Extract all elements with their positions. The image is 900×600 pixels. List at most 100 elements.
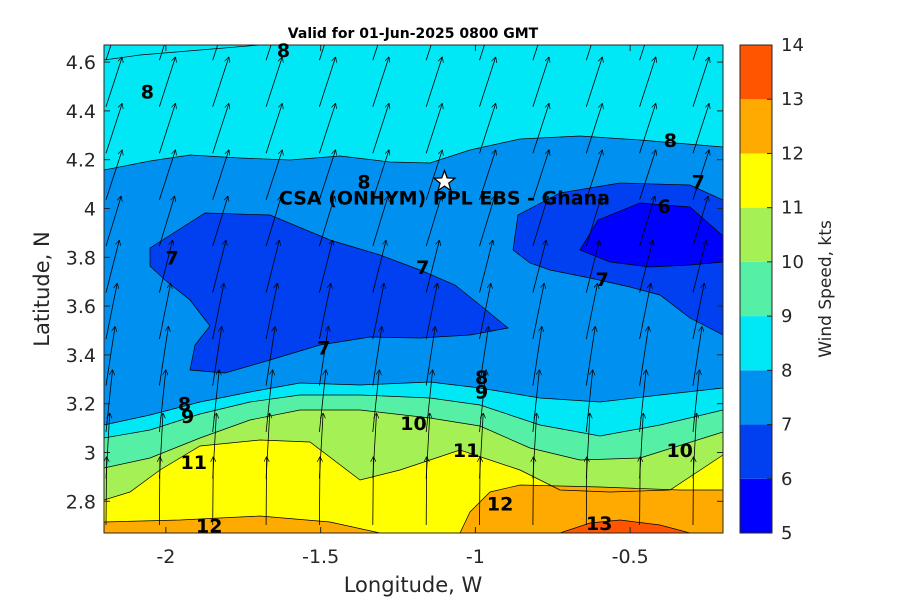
y-tick-label: 3.2 xyxy=(66,394,96,416)
wind-vector xyxy=(479,57,496,107)
star-icon xyxy=(432,168,457,193)
wind-vector xyxy=(532,150,549,200)
wind-vector xyxy=(319,241,332,293)
wind-vector xyxy=(159,57,175,107)
wind-vector xyxy=(639,241,653,293)
wind-vector xyxy=(425,104,442,154)
colorbar-segment xyxy=(740,478,772,533)
wind-vector xyxy=(479,327,489,386)
contour-label: 7 xyxy=(416,257,429,279)
wind-vector xyxy=(425,414,430,479)
wind-vector xyxy=(425,57,442,107)
wind-vector xyxy=(212,241,226,293)
contour-label: 8 xyxy=(141,81,154,103)
wind-vector xyxy=(585,370,592,433)
contour-lines xyxy=(104,45,723,533)
colorbar-frame xyxy=(739,44,773,534)
wind-vector xyxy=(692,45,699,61)
wind-vector xyxy=(639,57,656,107)
band-8-9-north xyxy=(104,45,723,170)
wind-vector xyxy=(319,45,325,61)
wind-vector xyxy=(372,196,388,247)
colorbar-tick-label: 14 xyxy=(781,35,804,56)
wind-vector xyxy=(585,45,592,61)
x-axis-label: Longitude, W xyxy=(344,573,483,597)
wind-vector xyxy=(372,241,386,293)
wind-vector xyxy=(692,57,709,107)
colorbar-tick-label: 10 xyxy=(781,252,804,273)
colorbar-tick-label: 13 xyxy=(781,89,804,110)
wind-vector xyxy=(372,284,384,340)
wind-vector xyxy=(105,104,122,154)
contour-label: 9 xyxy=(181,406,194,428)
contour-label: 12 xyxy=(487,494,513,516)
wind-vector xyxy=(212,327,222,386)
contour-label: 7 xyxy=(596,269,609,291)
wind-vector xyxy=(692,370,699,433)
wind-vector xyxy=(105,150,122,200)
wind-vector xyxy=(159,327,168,386)
wind-vector xyxy=(425,196,441,247)
wind-vector xyxy=(105,284,117,340)
wind-vector xyxy=(105,327,115,386)
wind-vector xyxy=(639,370,647,433)
wind-vector xyxy=(159,104,175,154)
wind-vector xyxy=(532,327,542,386)
contour-label: 12 xyxy=(196,516,222,538)
wind-vector xyxy=(425,327,435,386)
wind-vector xyxy=(105,196,121,247)
plot-frame xyxy=(103,44,724,534)
wind-vector xyxy=(212,284,224,340)
wind-vector xyxy=(159,45,165,61)
wind-vector xyxy=(479,196,495,247)
wind-vector xyxy=(639,45,645,61)
wind-vector xyxy=(639,414,644,479)
colorbar-tick-label: 12 xyxy=(781,143,804,164)
wind-vector xyxy=(532,104,549,154)
wind-vector xyxy=(319,327,328,386)
wind-vector xyxy=(532,284,544,340)
y-tick-label: 3.6 xyxy=(66,296,96,318)
wind-vector xyxy=(532,414,537,479)
wind-vector xyxy=(639,150,656,200)
wind-vector xyxy=(105,57,122,107)
wind-vector xyxy=(639,104,656,154)
wind-vector xyxy=(585,57,602,107)
wind-vector xyxy=(585,414,590,479)
wind-vector xyxy=(212,196,228,247)
wind-vector xyxy=(212,414,217,479)
wind-vector xyxy=(319,104,335,154)
wind-vector xyxy=(425,370,432,433)
wind-vector xyxy=(159,241,172,293)
wind-vector xyxy=(692,196,708,247)
contour-label: 8 xyxy=(357,172,370,194)
wind-vector xyxy=(372,150,389,200)
wind-vector xyxy=(425,284,437,340)
wind-vector xyxy=(372,327,382,386)
y-axis: 2.8 3 3.2 3.4 3.6 3.8 4 4.2 4.4 4.6 xyxy=(66,52,723,513)
wind-vector xyxy=(639,196,655,247)
wind-vector xyxy=(319,150,335,200)
x-tick-label: -1 xyxy=(466,546,485,568)
x-axis: -2 -1.5 -1 -0.5 xyxy=(156,45,649,568)
wind-vector xyxy=(692,104,709,154)
wind-vector xyxy=(639,327,649,386)
wind-vector xyxy=(212,104,229,154)
wind-vector xyxy=(692,414,697,479)
wind-vector xyxy=(212,150,229,200)
colorbar: 5 6 7 8 9 10 11 12 13 14 xyxy=(739,35,804,544)
wind-vector xyxy=(265,414,270,479)
contour-label: 7 xyxy=(165,247,178,269)
wind-vector xyxy=(692,150,709,200)
site-label: CSA (ONHYM) PPL EBS - Ghana xyxy=(279,188,610,210)
wind-vector xyxy=(479,241,493,293)
wind-vector xyxy=(692,241,706,293)
contour-fills xyxy=(104,45,723,533)
contour-label: 13 xyxy=(586,513,612,535)
wind-vector xyxy=(265,104,282,154)
wind-vector xyxy=(479,45,485,61)
wind-vector xyxy=(265,327,275,386)
wind-vector xyxy=(479,370,487,433)
wind-vector xyxy=(265,241,279,293)
